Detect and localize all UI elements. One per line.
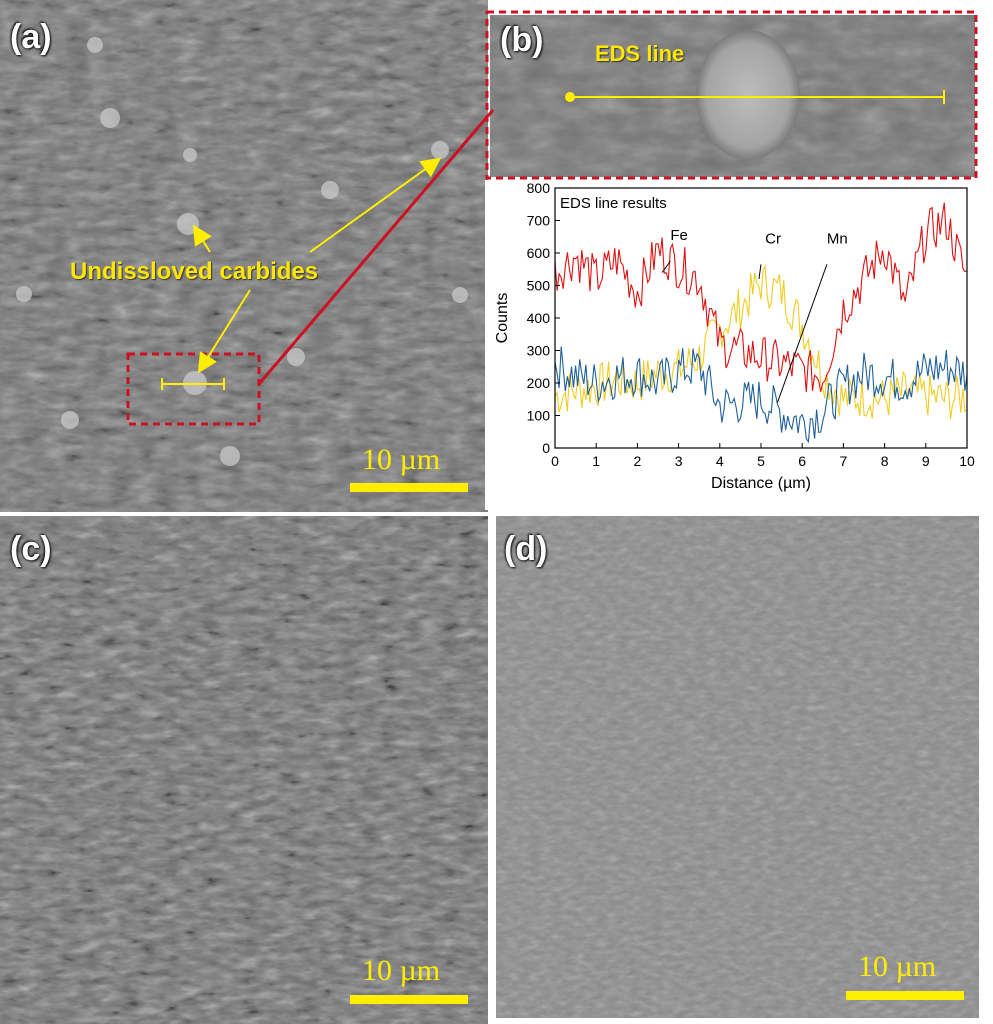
x-axis-label: Distance (µm) bbox=[711, 475, 811, 492]
eds-chart: 0 1 2 3 4 5 6 7 8 9 10 0 100 200 300 400 500 600 700 800 E… bbox=[485, 180, 975, 510]
x-tick-label: 8 bbox=[881, 453, 889, 469]
chart-title: EDS line results bbox=[560, 195, 667, 212]
series-line-mn bbox=[554, 346, 968, 444]
chart-background bbox=[485, 180, 975, 510]
zoom-texture bbox=[490, 15, 975, 177]
panel-d-scale-bar bbox=[846, 991, 964, 1000]
panel-a-scale-text: 10 µm bbox=[362, 443, 441, 476]
y-tick-label: 0 bbox=[542, 440, 550, 456]
y-tick-label: 800 bbox=[527, 180, 551, 196]
y-tick-label: 700 bbox=[527, 213, 551, 229]
panel-b-zoom-image: (b) EDS line bbox=[490, 15, 975, 177]
x-ticks: 0 1 2 3 4 5 6 7 8 9 10 bbox=[551, 443, 975, 469]
panel-c-micrograph: (c) 10 µm bbox=[0, 516, 488, 1024]
panel-d-micrograph: (d) 10 µm bbox=[496, 516, 979, 1018]
label-pointer bbox=[758, 264, 762, 280]
x-tick-label: 5 bbox=[757, 453, 765, 469]
y-tick-label: 100 bbox=[527, 408, 551, 424]
micrograph-texture bbox=[0, 0, 488, 512]
panel-c-label: (c) bbox=[10, 530, 52, 568]
panel-a-micrograph: (a) Undissloved carbides 10 µm bbox=[0, 0, 488, 512]
eds-line-annotation: EDS line bbox=[595, 41, 685, 66]
plot-area bbox=[554, 202, 968, 444]
x-tick-label: 0 bbox=[551, 453, 559, 469]
panel-d-scale-text: 10 µm bbox=[858, 950, 937, 983]
x-tick-label: 3 bbox=[675, 453, 683, 469]
panel-a-label: (a) bbox=[10, 18, 52, 56]
carbides-annotation: Undissloved carbides bbox=[70, 258, 319, 285]
panel-c-scale-bar bbox=[350, 995, 468, 1004]
x-tick-label: 7 bbox=[840, 453, 848, 469]
y-tick-label: 200 bbox=[527, 375, 551, 391]
panel-b-label: (b) bbox=[500, 21, 544, 59]
series-annotation-mn: Mn bbox=[827, 230, 848, 247]
series-line-fe bbox=[554, 202, 968, 393]
y-tick-label: 500 bbox=[527, 278, 551, 294]
x-tick-label: 6 bbox=[798, 453, 806, 469]
y-axis-label: Counts bbox=[494, 293, 511, 344]
series-annotation-fe: Fe bbox=[670, 227, 688, 244]
label-pointer bbox=[661, 260, 671, 273]
label-pointer bbox=[777, 264, 828, 403]
x-tick-label: 9 bbox=[922, 453, 930, 469]
x-tick-label: 2 bbox=[634, 453, 642, 469]
x-tick-label: 4 bbox=[716, 453, 724, 469]
micrograph-texture bbox=[496, 516, 979, 1018]
series-annotation-cr: Cr bbox=[765, 230, 781, 247]
panel-d-label: (d) bbox=[504, 530, 548, 568]
x-tick-label: 10 bbox=[959, 453, 975, 469]
panel-a-scale-bar bbox=[350, 483, 468, 492]
x-tick-label: 1 bbox=[592, 453, 600, 469]
y-tick-label: 300 bbox=[527, 343, 551, 359]
y-ticks: 0 100 200 300 400 500 600 700 800 bbox=[527, 180, 560, 456]
y-tick-label: 400 bbox=[527, 310, 551, 326]
panel-c-scale-text: 10 µm bbox=[362, 954, 441, 987]
y-tick-label: 600 bbox=[527, 245, 551, 261]
micrograph-texture bbox=[0, 516, 488, 1024]
series-annotations: Fe Cr Mn bbox=[661, 227, 848, 403]
